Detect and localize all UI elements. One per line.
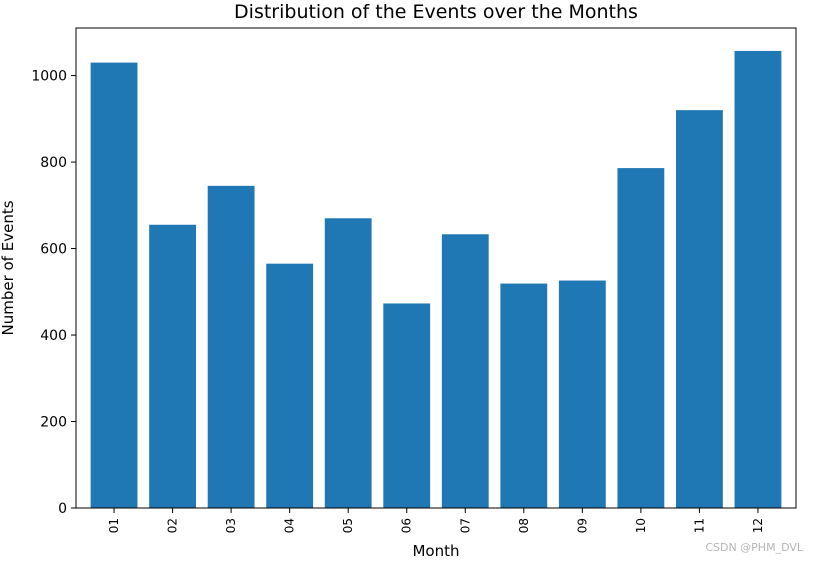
bar-04 <box>266 263 314 508</box>
x-tick-label: 09 <box>575 518 589 533</box>
x-tick-label: 06 <box>400 518 414 533</box>
x-axis-label: Month <box>412 542 459 560</box>
x-tick-label: 03 <box>224 518 238 533</box>
bar-05 <box>324 218 372 508</box>
chart-title: Distribution of the Events over the Mont… <box>234 1 638 23</box>
bar-11 <box>676 110 723 508</box>
x-tick-label: 04 <box>283 518 297 533</box>
y-tick-label: 400 <box>40 328 67 344</box>
bars-group <box>90 50 782 509</box>
x-tick-label: 05 <box>341 518 355 533</box>
y-tick-label: 800 <box>40 155 67 171</box>
bar-06 <box>383 303 431 508</box>
bar-07 <box>441 234 489 508</box>
y-axis: 0 200 400 600 800 1000 <box>31 69 76 517</box>
y-axis-label: Number of Events <box>0 200 17 335</box>
y-tick-label: 0 <box>58 501 67 517</box>
plot-frame <box>75 27 797 509</box>
x-tick-label: 08 <box>517 518 531 533</box>
x-tick-label: 01 <box>107 518 121 533</box>
y-tick-label: 600 <box>40 242 67 258</box>
bar-10 <box>617 168 665 509</box>
watermark: CSDN @PHM_DVL <box>705 541 803 554</box>
bar-08 <box>500 283 548 508</box>
x-tick-label: 10 <box>634 518 648 533</box>
x-axis: 01 02 03 04 05 06 07 08 09 10 11 12 <box>107 508 765 533</box>
y-tick-label: 200 <box>40 415 67 431</box>
x-tick-label: 07 <box>458 518 472 533</box>
x-tick-label: 12 <box>751 518 765 533</box>
bar-03 <box>207 185 255 509</box>
bar-12 <box>734 50 782 509</box>
bar-01 <box>90 62 138 508</box>
bar-09 <box>558 280 606 508</box>
x-tick-label: 11 <box>692 518 706 533</box>
x-tick-label: 02 <box>166 518 180 533</box>
y-tick-label: 1000 <box>31 69 67 85</box>
bar-02 <box>149 224 196 508</box>
